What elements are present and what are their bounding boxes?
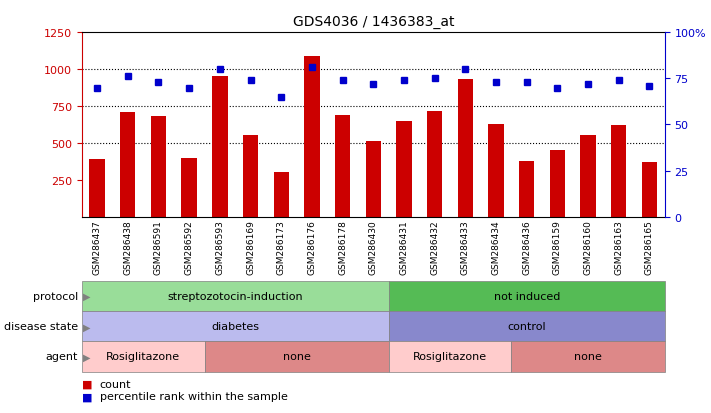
Text: percentile rank within the sample: percentile rank within the sample [100,392,287,401]
Bar [243,135,258,217]
Bar [120,113,136,217]
Text: ■: ■ [82,392,92,401]
Bar [396,122,412,217]
Text: ▶: ▶ [83,351,91,362]
Bar [82,342,205,372]
Text: protocol: protocol [33,291,78,301]
Text: ▶: ▶ [83,321,91,332]
Bar [580,135,596,217]
Bar [642,163,657,217]
Text: streptozotocin-induction: streptozotocin-induction [167,291,303,301]
Bar [389,311,665,342]
Text: count: count [100,379,131,389]
Text: ▶: ▶ [83,291,91,301]
Bar [212,76,228,217]
Bar [151,116,166,217]
Text: disease state: disease state [4,321,78,332]
Bar [365,142,381,217]
Bar [82,311,389,342]
Bar [488,125,503,217]
Title: GDS4036 / 1436383_at: GDS4036 / 1436383_at [292,15,454,29]
Text: Rosiglitazone: Rosiglitazone [106,351,180,362]
Text: not induced: not induced [493,291,560,301]
Text: none: none [574,351,602,362]
Text: ■: ■ [82,379,92,389]
Bar [304,57,319,217]
Bar [511,342,665,372]
Bar [519,162,535,217]
Text: diabetes: diabetes [211,321,260,332]
Bar [458,79,473,217]
Bar [82,281,389,311]
Bar [427,112,442,217]
Text: Rosiglitazone: Rosiglitazone [413,351,487,362]
Text: none: none [283,351,311,362]
Bar [205,342,389,372]
Text: agent: agent [46,351,78,362]
Bar [90,160,105,217]
Bar [389,281,665,311]
Bar [274,172,289,217]
Text: control: control [508,321,546,332]
Bar [389,342,511,372]
Bar [550,150,565,217]
Bar [335,116,351,217]
Bar [181,158,197,217]
Bar [611,126,626,217]
